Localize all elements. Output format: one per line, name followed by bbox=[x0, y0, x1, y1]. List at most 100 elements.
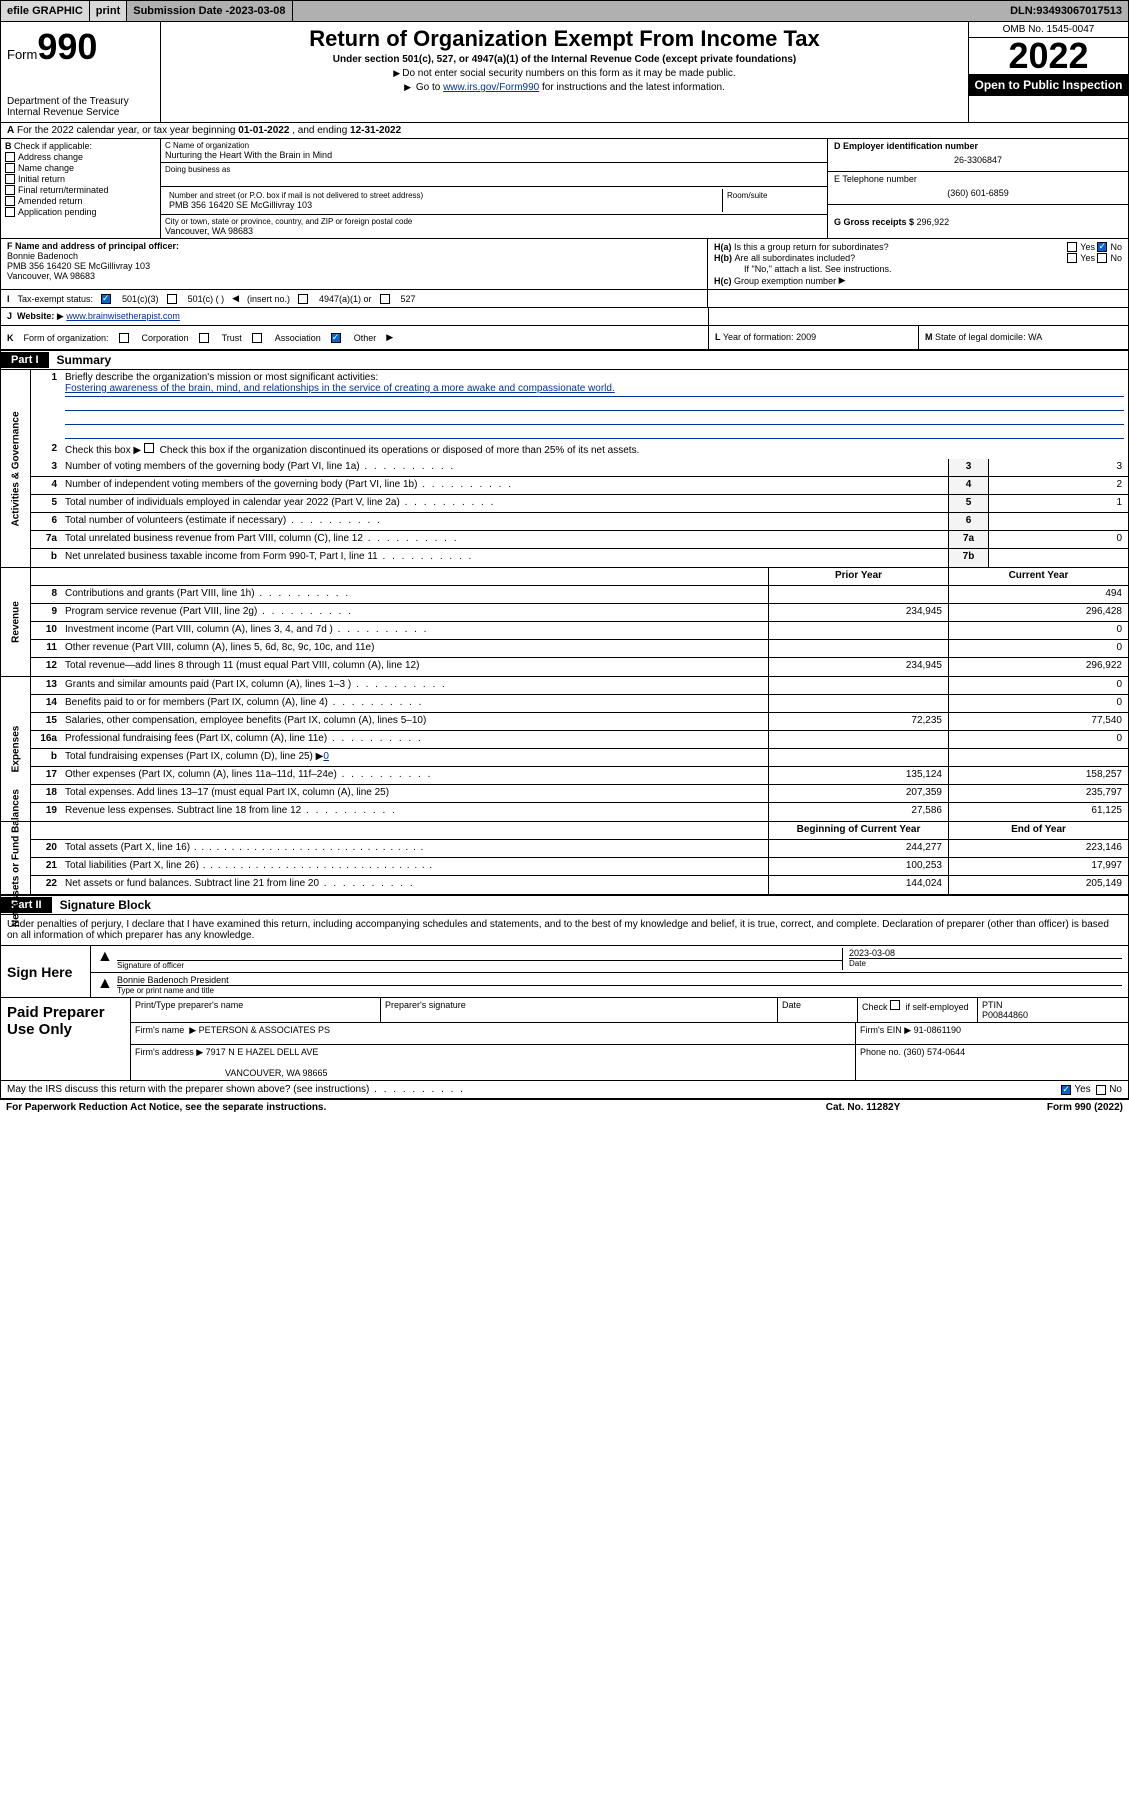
checkbox-initial-return[interactable] bbox=[5, 174, 15, 184]
open-public-badge: Open to Public Inspection bbox=[969, 74, 1128, 96]
line-8: Contributions and grants (Part VIII, lin… bbox=[61, 586, 768, 603]
org-name-cell: C Name of organization Nurturing the Hea… bbox=[161, 139, 827, 163]
dept-treasury: Department of the Treasury bbox=[7, 96, 154, 107]
checkbox-corp[interactable] bbox=[119, 333, 129, 343]
part2-header: Part II bbox=[1, 897, 52, 913]
signature-date: 2023-03-08 Date bbox=[842, 948, 1122, 970]
instruction-2: Go to www.irs.gov/Form990 for instructio… bbox=[169, 82, 960, 93]
preparer-date-hdr: Date bbox=[778, 998, 858, 1022]
form-subtitle: Under section 501(c), 527, or 4947(a)(1)… bbox=[169, 54, 960, 65]
website-row: J Website: ▶ www.brainwisetherapist.com bbox=[1, 308, 708, 325]
part1-header: Part I bbox=[1, 352, 49, 368]
checkbox-assoc[interactable] bbox=[252, 333, 262, 343]
checkbox-501c3[interactable] bbox=[101, 294, 111, 304]
website-link[interactable]: www.brainwisetherapist.com bbox=[66, 311, 180, 321]
checkbox-discuss-yes[interactable] bbox=[1061, 1085, 1071, 1095]
line-20: Total assets (Part X, line 16) bbox=[61, 840, 768, 857]
firm-phone-cell: Phone no. (360) 574-0644 bbox=[856, 1045, 1128, 1080]
line-17: Other expenses (Part IX, column (A), lin… bbox=[61, 767, 768, 784]
vlabel-governance: Activities & Governance bbox=[1, 370, 31, 567]
firm-name-cell: Firm's name ▶ PETERSON & ASSOCIATES PS bbox=[131, 1023, 856, 1044]
checkbox-527[interactable] bbox=[380, 294, 390, 304]
checkbox-discuss-no[interactable] bbox=[1096, 1085, 1106, 1095]
checkbox-501c[interactable] bbox=[167, 294, 177, 304]
year-formation: L Year of formation: 2009 bbox=[708, 326, 918, 349]
checkbox-trust[interactable] bbox=[199, 333, 209, 343]
line-9: Program service revenue (Part VIII, line… bbox=[61, 604, 768, 621]
officer-name: Bonnie Badenoch President Type or print … bbox=[117, 975, 1122, 995]
paid-preparer-label: Paid Preparer Use Only bbox=[1, 998, 131, 1080]
group-return-cell: H(a) Is this a group return for subordin… bbox=[708, 239, 1128, 289]
checkbox-hb-yes[interactable] bbox=[1067, 253, 1077, 263]
checkbox-address-change[interactable] bbox=[5, 152, 15, 162]
hdr-prior-year: Prior Year bbox=[768, 568, 948, 585]
irs-link[interactable]: www.irs.gov/Form990 bbox=[443, 82, 539, 93]
firm-ein-cell: Firm's EIN ▶ 91-0861190 bbox=[856, 1023, 1128, 1044]
line-18: Total expenses. Add lines 13–17 (must eq… bbox=[61, 785, 768, 802]
checkbox-4947[interactable] bbox=[298, 294, 308, 304]
checkbox-name-change[interactable] bbox=[5, 163, 15, 173]
line-12: Total revenue—add lines 8 through 11 (mu… bbox=[61, 658, 768, 676]
checkbox-ha-no[interactable] bbox=[1097, 242, 1107, 252]
vlabel-net-assets: Net Assets or Fund Balances bbox=[1, 822, 31, 894]
sign-here-label: Sign Here bbox=[1, 946, 91, 997]
hdr-current-year: Current Year bbox=[948, 568, 1128, 585]
ptin-cell: PTINP00844860 bbox=[978, 998, 1128, 1022]
checkbox-ha-yes[interactable] bbox=[1067, 242, 1077, 252]
line-7b: Net unrelated business taxable income fr… bbox=[61, 549, 948, 567]
ein-cell: D Employer identification number 26-3306… bbox=[828, 139, 1128, 172]
column-b-checkboxes: B Check if applicable: Address change Na… bbox=[1, 139, 161, 238]
checkbox-hb-no[interactable] bbox=[1097, 253, 1107, 263]
principal-officer-cell: F Name and address of principal officer:… bbox=[1, 239, 708, 289]
part2-title: Signature Block bbox=[52, 896, 159, 914]
line-6: Total number of volunteers (estimate if … bbox=[61, 513, 948, 530]
line-7a: Total unrelated business revenue from Pa… bbox=[61, 531, 948, 548]
line-14: Benefits paid to or for members (Part IX… bbox=[61, 695, 768, 712]
vlabel-revenue: Revenue bbox=[1, 568, 31, 676]
line-2: Check this box ▶ Check this box if the o… bbox=[61, 441, 1128, 459]
line-10: Investment income (Part VIII, column (A)… bbox=[61, 622, 768, 639]
line-4: Number of independent voting members of … bbox=[61, 477, 948, 494]
checkbox-amended[interactable] bbox=[5, 196, 15, 206]
perjury-statement: Under penalties of perjury, I declare th… bbox=[1, 915, 1128, 946]
page-footer: For Paperwork Reduction Act Notice, see … bbox=[0, 1100, 1129, 1115]
self-employed-cell: Check if self-employed bbox=[858, 998, 978, 1022]
toolbar-spacer bbox=[293, 1, 1005, 21]
part1-title: Summary bbox=[49, 351, 120, 369]
line-21: Total liabilities (Part X, line 26) bbox=[61, 858, 768, 875]
top-toolbar: efile GRAPHIC print Submission Date - 20… bbox=[0, 0, 1129, 22]
hdr-beginning: Beginning of Current Year bbox=[768, 822, 948, 839]
room-suite-cell: Room/suite bbox=[723, 189, 823, 212]
print-button[interactable]: print bbox=[90, 1, 127, 21]
instruction-1: Do not enter social security numbers on … bbox=[169, 68, 960, 79]
form-number: Form990 bbox=[7, 26, 154, 68]
name-arrow-icon: ▲ bbox=[97, 975, 117, 995]
checkbox-other[interactable] bbox=[331, 333, 341, 343]
preparer-name-hdr: Print/Type preparer's name bbox=[131, 998, 381, 1022]
checkbox-app-pending[interactable] bbox=[5, 207, 15, 217]
row-a-tax-year: A For the 2022 calendar year, or tax yea… bbox=[1, 123, 1128, 139]
telephone-cell: E Telephone number (360) 601-6859 bbox=[828, 172, 1128, 205]
form-title: Return of Organization Exempt From Incom… bbox=[169, 26, 960, 52]
preparer-sig-hdr: Preparer's signature bbox=[381, 998, 778, 1022]
gross-receipts-cell: G Gross receipts $ 296,922 bbox=[828, 205, 1128, 238]
hdr-end-year: End of Year bbox=[948, 822, 1128, 839]
signature-field[interactable]: Signature of officer bbox=[117, 948, 842, 970]
line-22: Net assets or fund balances. Subtract li… bbox=[61, 876, 768, 894]
checkbox-self-employed[interactable] bbox=[890, 1000, 900, 1010]
irs-discuss-row: May the IRS discuss this return with the… bbox=[1, 1081, 1128, 1099]
form-of-org-row: K Form of organization: Corporation Trus… bbox=[1, 326, 708, 349]
checkbox-discontinued[interactable] bbox=[144, 443, 154, 453]
efile-button[interactable]: efile GRAPHIC bbox=[1, 1, 90, 21]
line-5: Total number of individuals employed in … bbox=[61, 495, 948, 512]
checkbox-final-return[interactable] bbox=[5, 185, 15, 195]
city-cell: City or town, state or province, country… bbox=[161, 215, 827, 238]
street-cell: Number and street (or P.O. box if mail i… bbox=[165, 189, 723, 212]
dba-cell: Doing business as bbox=[161, 163, 827, 187]
tax-year: 2022 bbox=[969, 38, 1128, 74]
dln-label: DLN: 93493067017513 bbox=[1004, 1, 1128, 21]
form-header: Form990 Department of the Treasury Inter… bbox=[1, 22, 1128, 123]
line-19: Revenue less expenses. Subtract line 18 … bbox=[61, 803, 768, 821]
line-3: Number of voting members of the governin… bbox=[61, 459, 948, 476]
state-domicile: M State of legal domicile: WA bbox=[918, 326, 1128, 349]
